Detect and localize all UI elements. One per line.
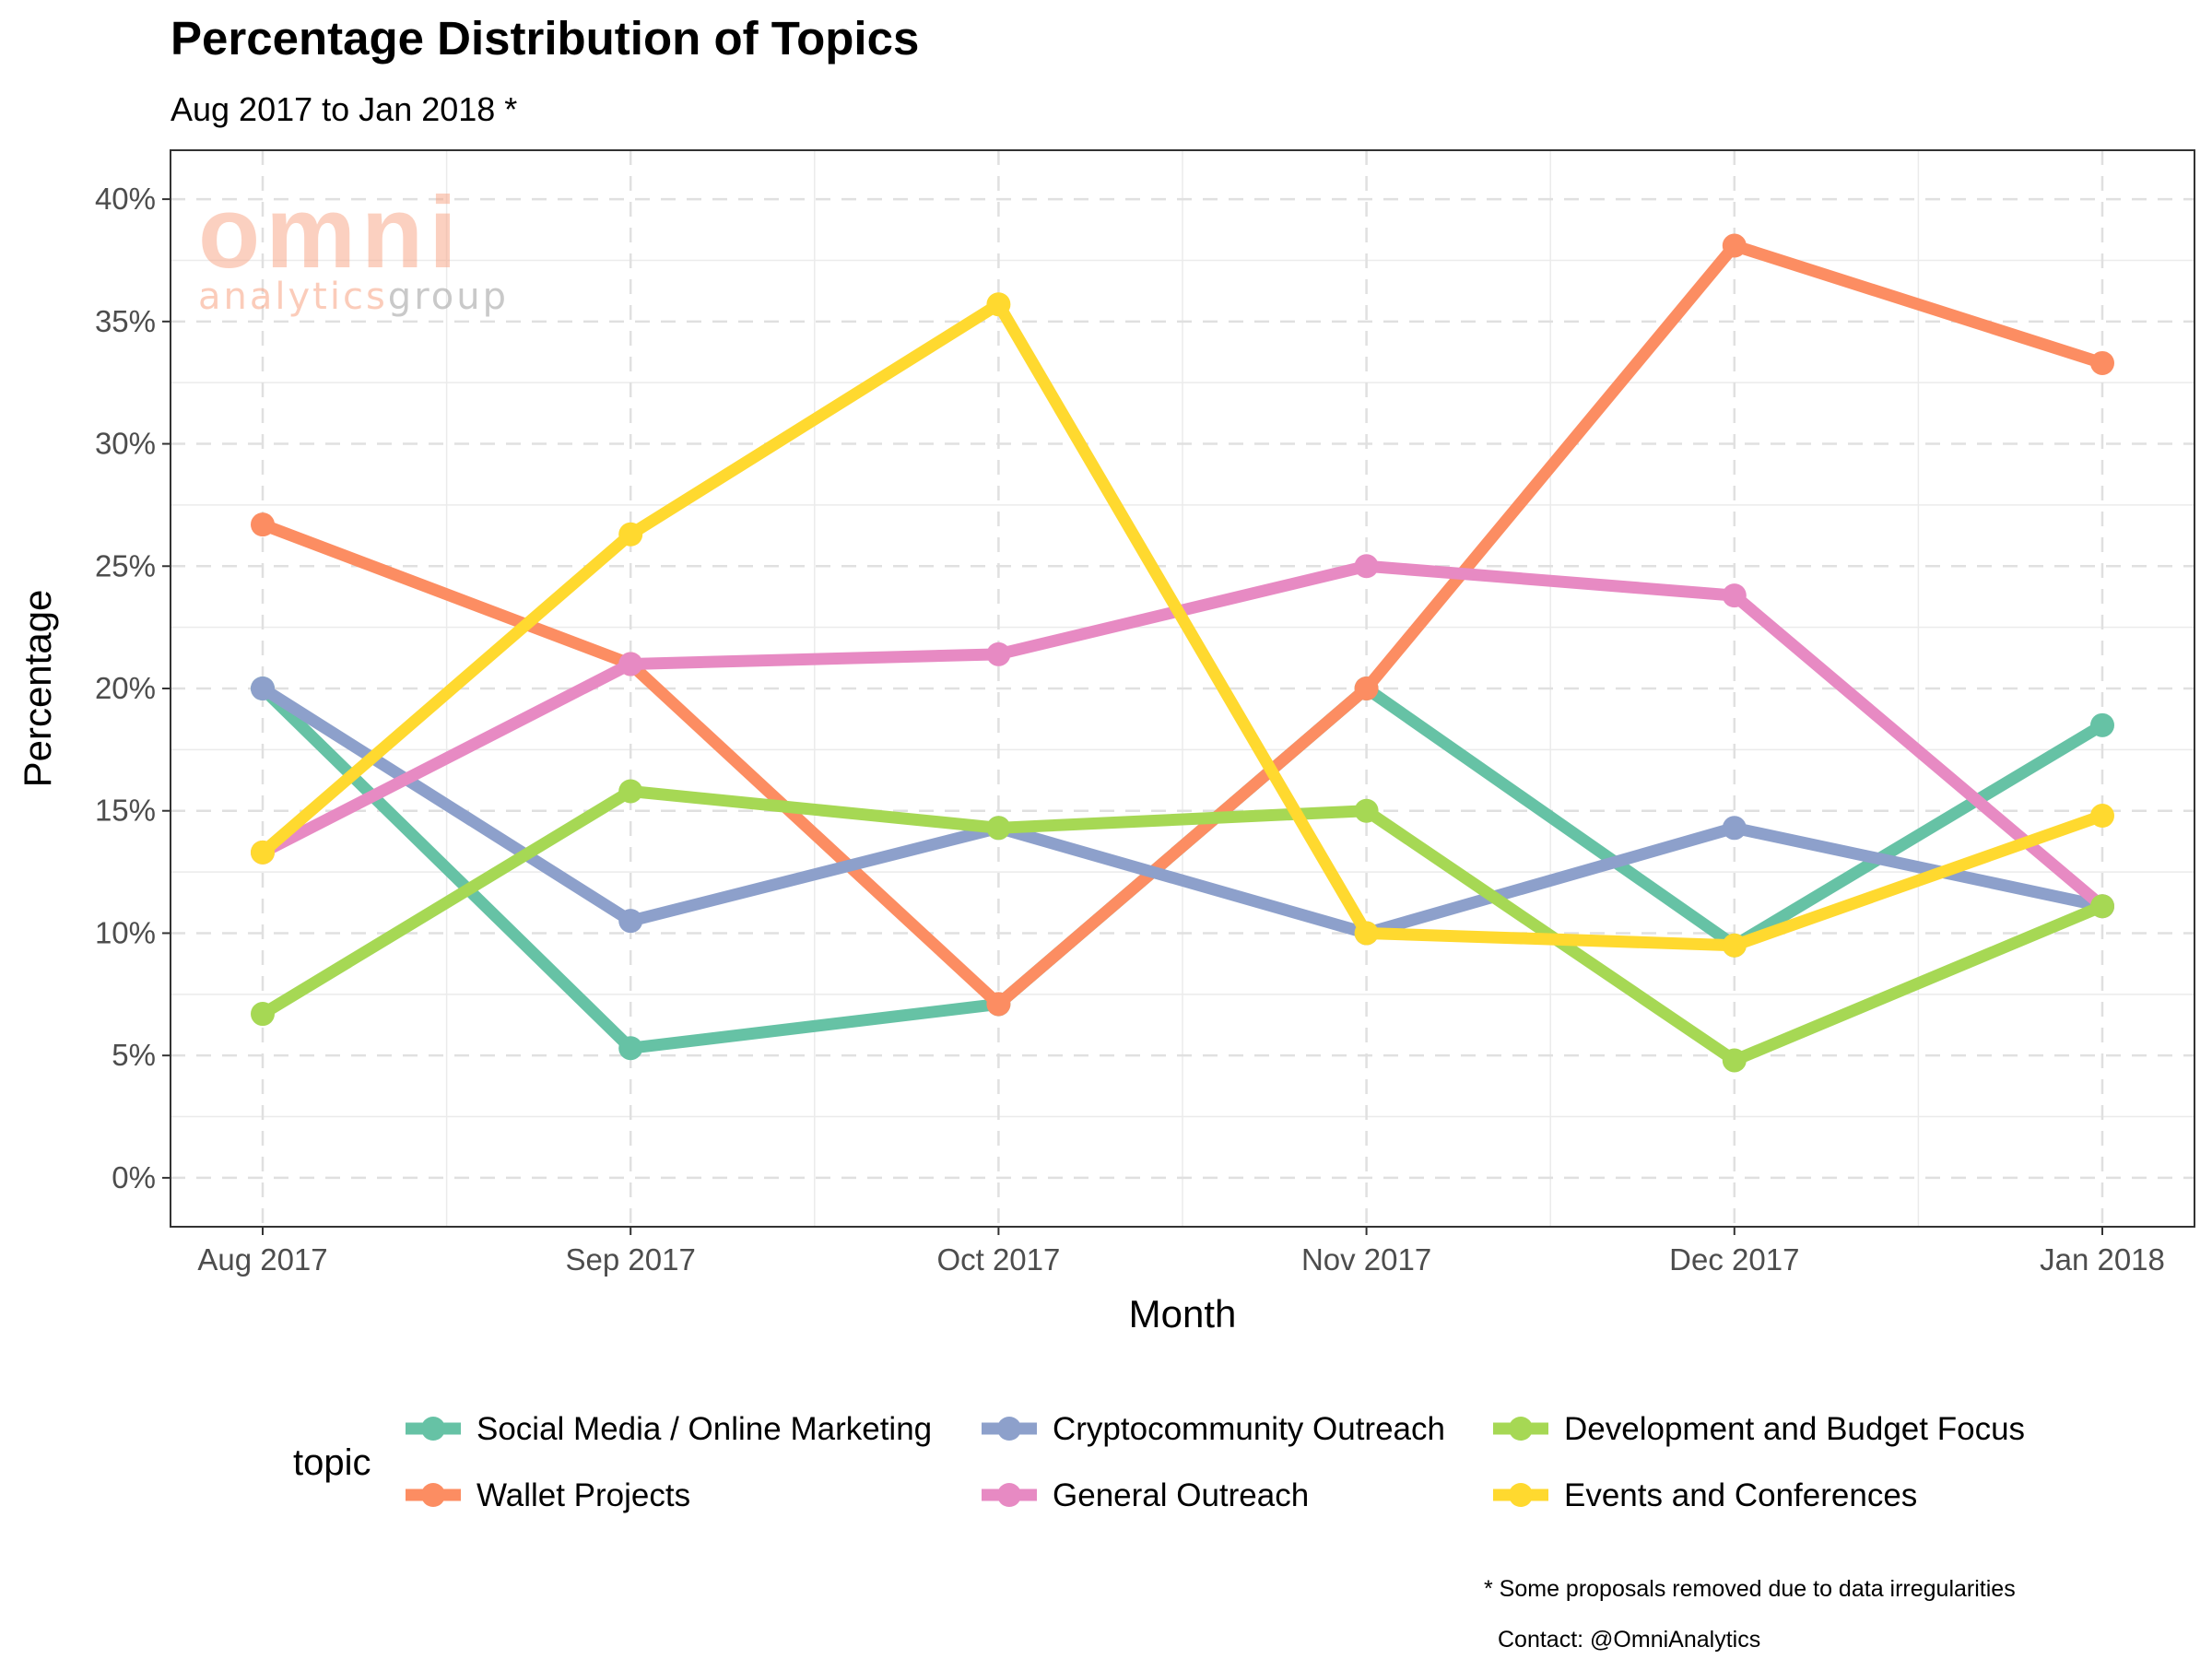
legend-item: General Outreach	[982, 1477, 1309, 1513]
y-tick-label: 40%	[95, 182, 156, 216]
footnote: * Some proposals removed due to data irr…	[1484, 1576, 2016, 1602]
data-point	[1354, 554, 1379, 579]
y-tick-label: 15%	[95, 794, 156, 828]
data-point	[2090, 894, 2114, 919]
legend-item: Social Media / Online Marketing	[406, 1411, 932, 1447]
x-tick-label: Oct 2017	[936, 1242, 1060, 1277]
legend-label: Cryptocommunity Outreach	[1053, 1411, 1445, 1447]
series-group	[251, 233, 2114, 1073]
legend-label: Events and Conferences	[1564, 1477, 1917, 1513]
data-point	[251, 512, 275, 537]
data-point	[1722, 233, 1747, 258]
y-tick-label: 30%	[95, 427, 156, 461]
series-line	[259, 683, 2104, 939]
legend-key-point	[421, 1417, 445, 1441]
watermark-tagline: analyticsgroup	[198, 276, 509, 318]
watermark-word: omni	[198, 176, 463, 289]
chart-subtitle: Aug 2017 to Jan 2018 *	[171, 90, 518, 128]
legend-key-point	[997, 1417, 1021, 1441]
x-tick-label: Dec 2017	[1669, 1242, 1799, 1277]
x-tick-label: Sep 2017	[566, 1242, 696, 1277]
x-tick-label: Nov 2017	[1301, 1242, 1431, 1277]
x-axis: Aug 2017 Sep 2017 Oct 2017 Nov 2017 Dec 2017…	[197, 1227, 2165, 1277]
legend-label: Wallet Projects	[477, 1477, 690, 1513]
x-tick-label: Aug 2017	[197, 1242, 327, 1277]
legend-key-point	[421, 1483, 445, 1507]
omni-analytics-logo: omni analyticsgroup	[198, 176, 509, 318]
y-tick-label: 10%	[95, 915, 156, 949]
legend-item: Cryptocommunity Outreach	[982, 1411, 1445, 1447]
data-point	[1722, 1048, 1747, 1073]
data-point	[251, 677, 275, 700]
series-line	[259, 784, 2105, 1066]
data-point	[618, 522, 643, 547]
data-point	[2090, 350, 2114, 375]
contact-note: Contact: @OmniAnalytics	[1498, 1627, 1761, 1653]
data-point	[618, 779, 643, 804]
watermark-tag-a: analytics	[198, 276, 388, 318]
data-point	[251, 1002, 275, 1027]
data-point	[986, 992, 1011, 1017]
data-point	[251, 840, 275, 865]
x-tick-label: Jan 2018	[2040, 1242, 2165, 1277]
legend-label: General Outreach	[1053, 1477, 1309, 1513]
data-point	[618, 652, 643, 677]
y-axis-title: Percentage	[16, 590, 59, 788]
legend-key-point	[1509, 1483, 1533, 1507]
y-axis: 0% 5% 10% 15% 20% 25% 30% 35% 40%	[95, 182, 171, 1194]
legend-label: Development and Budget Focus	[1564, 1411, 2025, 1447]
series-line	[258, 298, 2105, 952]
legend-key-point	[1509, 1417, 1533, 1441]
grid-lines	[171, 150, 2194, 1227]
series-2	[251, 233, 2114, 1017]
legend-label: Social Media / Online Marketing	[477, 1411, 932, 1447]
data-point	[618, 1036, 643, 1061]
legend-item: Events and Conferences	[1493, 1477, 1917, 1513]
data-point	[1354, 798, 1379, 823]
data-point	[2090, 712, 2114, 737]
data-point	[986, 816, 1011, 841]
data-point	[1722, 583, 1747, 608]
data-point	[2090, 804, 2114, 829]
legend: topic Social Media / Online Marketing Cryp…	[293, 1411, 2025, 1513]
data-point	[986, 641, 1011, 666]
data-point	[1722, 816, 1747, 841]
data-point	[1354, 921, 1379, 946]
legend-title: topic	[293, 1442, 371, 1483]
data-point	[1722, 933, 1747, 958]
y-tick-label: 20%	[95, 671, 156, 705]
legend-item: Development and Budget Focus	[1493, 1411, 2025, 1447]
data-point	[618, 909, 643, 934]
series-5	[251, 779, 2114, 1073]
y-tick-label: 0%	[112, 1160, 156, 1194]
y-tick-label: 35%	[95, 304, 156, 338]
y-tick-label: 25%	[95, 548, 156, 582]
y-tick-label: 5%	[112, 1038, 156, 1072]
series-6	[251, 292, 2114, 958]
data-point	[1354, 677, 1379, 700]
watermark-tag-b: group	[388, 276, 509, 318]
legend-key-point	[997, 1483, 1021, 1507]
x-axis-title: Month	[1129, 1292, 1237, 1335]
chart-title: Percentage Distribution of Topics	[171, 12, 920, 65]
data-point	[986, 292, 1011, 317]
legend-item: Wallet Projects	[406, 1477, 690, 1513]
series-line	[260, 240, 2104, 1010]
